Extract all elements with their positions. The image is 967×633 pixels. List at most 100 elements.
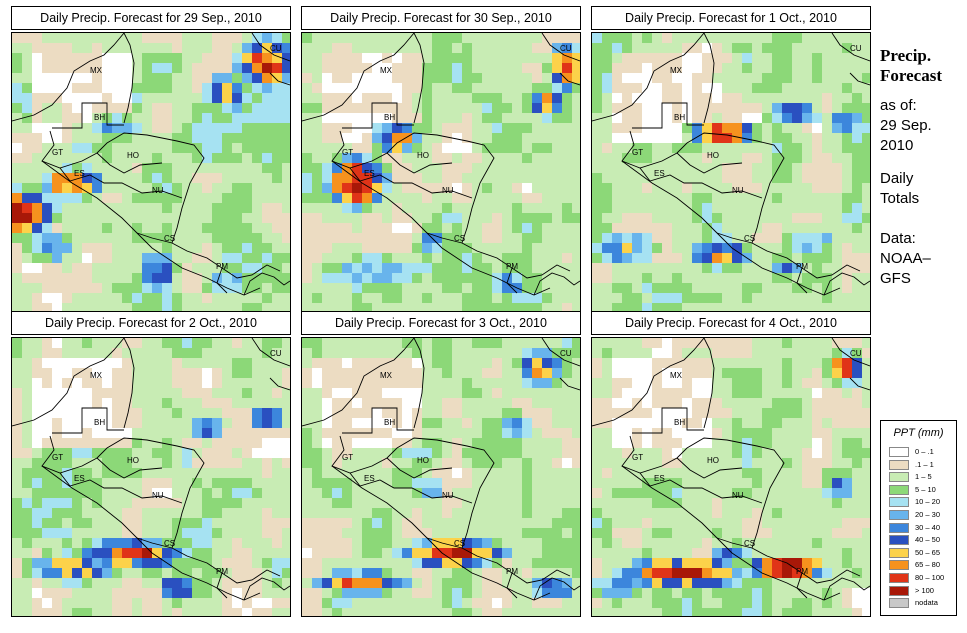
precip-cell xyxy=(342,528,352,538)
precip-cell xyxy=(442,598,452,608)
precip-cell xyxy=(782,538,792,548)
precip-cell xyxy=(402,293,412,303)
precip-cell xyxy=(172,233,182,243)
precip-cell xyxy=(442,173,452,183)
precip-cell xyxy=(282,293,290,303)
precip-cell xyxy=(842,488,852,498)
precip-cell xyxy=(162,358,172,368)
precip-cell xyxy=(632,548,642,558)
precip-cell xyxy=(812,348,822,358)
precip-cell xyxy=(282,528,290,538)
precip-cell xyxy=(162,528,172,538)
precip-cell xyxy=(172,508,182,518)
precip-cell xyxy=(42,378,52,388)
precip-cell xyxy=(202,283,212,293)
precip-cell xyxy=(132,243,142,253)
precip-cell xyxy=(182,123,192,133)
precip-cell xyxy=(742,293,752,303)
precip-cell xyxy=(762,303,772,311)
precip-cell xyxy=(452,418,462,428)
precip-cell xyxy=(302,303,312,311)
precip-cell xyxy=(652,273,662,283)
precip-cell xyxy=(542,378,552,388)
precip-cell xyxy=(522,183,532,193)
precip-cell xyxy=(822,243,832,253)
precip-cell xyxy=(542,233,552,243)
precip-cell xyxy=(752,43,762,53)
precip-map: MX BH GT HO ES NU CS PM CU xyxy=(11,32,291,312)
precip-cell xyxy=(12,163,22,173)
precip-cell xyxy=(472,528,482,538)
precip-cell xyxy=(442,243,452,253)
precip-cell xyxy=(32,498,42,508)
precip-cell xyxy=(512,578,522,588)
asof-line-3: 2010 xyxy=(880,137,914,154)
precip-cell xyxy=(122,243,132,253)
precip-cell xyxy=(752,448,762,458)
precip-cell xyxy=(132,233,142,243)
precip-cell xyxy=(642,223,652,233)
precip-cell xyxy=(742,283,752,293)
precip-cell xyxy=(732,588,742,598)
precip-cell xyxy=(192,63,202,73)
precip-cell xyxy=(232,388,242,398)
precip-cell xyxy=(642,458,652,468)
coastline-border xyxy=(426,232,463,244)
precip-cell xyxy=(202,528,212,538)
precip-cell xyxy=(562,588,572,598)
precip-cell xyxy=(22,468,32,478)
precip-cell xyxy=(662,73,672,83)
precip-cell xyxy=(232,508,242,518)
precip-cell xyxy=(442,43,452,53)
coastline-border xyxy=(171,242,281,279)
precip-cell xyxy=(552,183,562,193)
precip-cell xyxy=(232,203,242,213)
precip-cell xyxy=(812,283,822,293)
precip-cell xyxy=(742,53,752,63)
precip-cell xyxy=(572,558,580,568)
precip-cell xyxy=(802,418,812,428)
precip-cell xyxy=(832,558,842,568)
precip-cell xyxy=(202,303,212,311)
precip-cell xyxy=(752,253,762,263)
precip-cell xyxy=(162,53,172,63)
precip-cell xyxy=(492,283,502,293)
precip-cell xyxy=(372,203,382,213)
precip-cell xyxy=(812,153,822,163)
precip-cell xyxy=(562,273,572,283)
precip-cell xyxy=(482,193,492,203)
precip-cell xyxy=(182,568,192,578)
precip-cell xyxy=(302,193,312,203)
precip-cell xyxy=(132,123,142,133)
precip-cell xyxy=(322,398,332,408)
precip-cell xyxy=(132,348,142,358)
precip-cell xyxy=(422,93,432,103)
precip-cell xyxy=(172,203,182,213)
precip-cell xyxy=(422,243,432,253)
precip-cell xyxy=(212,303,222,311)
precip-cell xyxy=(52,193,62,203)
precip-cell xyxy=(572,378,580,388)
precip-cell xyxy=(732,233,742,243)
precip-cell xyxy=(192,203,202,213)
precip-cell xyxy=(862,283,870,293)
precip-cell xyxy=(232,448,242,458)
precip-cell xyxy=(692,103,702,113)
precip-cell xyxy=(192,103,202,113)
precip-cell xyxy=(772,133,782,143)
coastline-border xyxy=(461,547,571,584)
precip-cell xyxy=(152,223,162,233)
precip-cell xyxy=(392,548,402,558)
precip-cell xyxy=(362,223,372,233)
precip-cell xyxy=(52,183,62,193)
precip-cell xyxy=(222,43,232,53)
precip-cell xyxy=(622,578,632,588)
precip-cell xyxy=(832,233,842,243)
precip-cell xyxy=(82,33,92,43)
precip-cell xyxy=(702,113,712,123)
precip-cell xyxy=(342,173,352,183)
precip-cell xyxy=(272,293,282,303)
precip-cell xyxy=(812,518,822,528)
precip-cell xyxy=(842,213,852,223)
precip-cell xyxy=(532,378,542,388)
